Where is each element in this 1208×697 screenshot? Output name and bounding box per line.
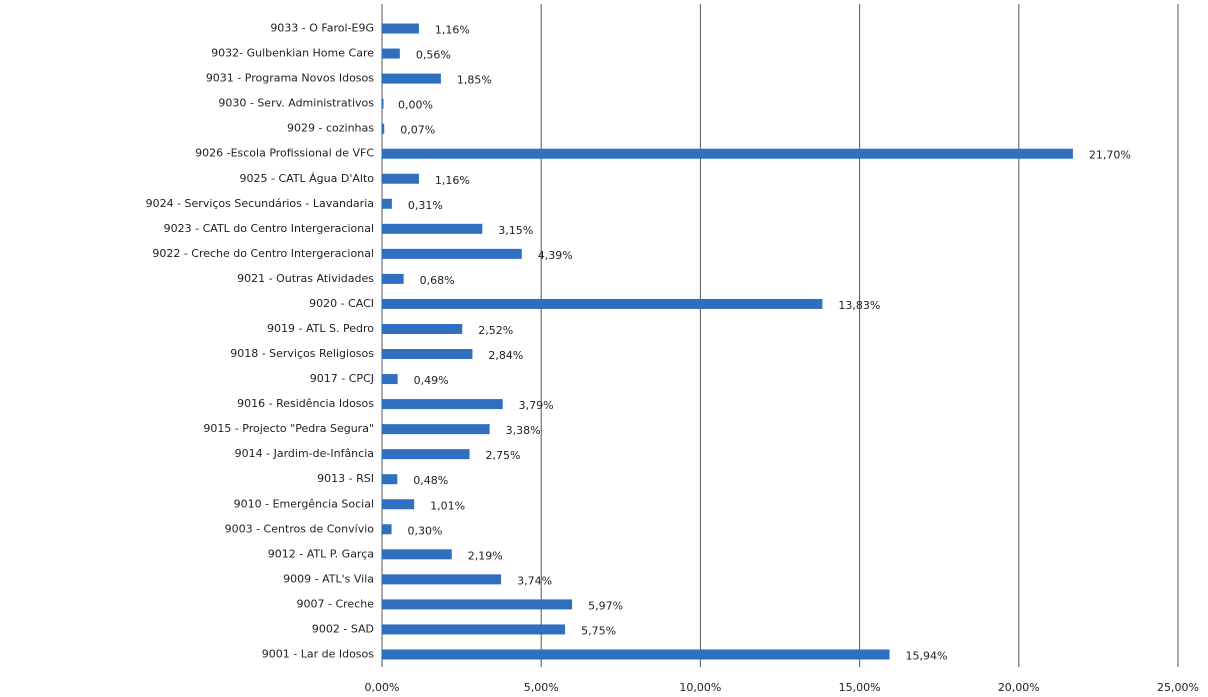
bar — [382, 73, 441, 84]
bar — [382, 223, 483, 234]
data-label: 5,75% — [581, 624, 616, 637]
bar — [382, 248, 522, 259]
data-label: 15,94% — [906, 649, 948, 662]
data-label: 3,74% — [517, 574, 552, 587]
data-label: 1,16% — [435, 174, 470, 187]
data-label: 5,97% — [588, 599, 623, 612]
bar — [382, 123, 385, 134]
data-label: 1,16% — [435, 24, 470, 37]
y-tick-label: 9013 - RSI — [317, 472, 374, 485]
y-tick-label: 9020 - CACI — [309, 297, 374, 310]
y-tick-label: 9019 - ATL S. Pedro — [267, 322, 374, 335]
bar — [382, 273, 404, 284]
bar — [382, 173, 419, 184]
y-tick-label: 9026 -Escola Profissional de VFC — [195, 147, 374, 160]
bar — [382, 474, 398, 485]
data-label: 3,38% — [506, 424, 541, 437]
bar — [382, 574, 502, 585]
data-label: 2,75% — [486, 449, 521, 462]
y-tick-label: 9030 - Serv. Administrativos — [218, 97, 374, 110]
data-label: 2,19% — [468, 549, 503, 562]
x-tick-label: 15,00% — [839, 681, 881, 694]
data-label: 1,01% — [430, 499, 465, 512]
data-label: 3,15% — [498, 224, 533, 237]
y-tick-label: 9022 - Creche do Centro Intergeracional — [152, 247, 374, 260]
data-label: 0,68% — [420, 274, 455, 287]
x-tick-label: 0,00% — [365, 681, 400, 694]
y-tick-label: 9015 - Projecto "Pedra Segura" — [203, 422, 374, 435]
data-label: 0,56% — [416, 49, 451, 62]
data-label: 2,84% — [488, 349, 523, 362]
y-tick-label: 9014 - Jardim-de-Infância — [235, 447, 374, 460]
x-tick-label: 5,00% — [524, 681, 559, 694]
y-tick-label: 9023 - CATL do Centro Intergeracional — [164, 222, 374, 235]
data-label: 21,70% — [1089, 149, 1131, 162]
x-tick-label: 20,00% — [998, 681, 1040, 694]
y-tick-label: 9009 - ATL's Vila — [283, 572, 374, 585]
bar — [382, 148, 1073, 159]
y-tick-label: 9003 - Centros de Convívio — [225, 522, 375, 535]
bar — [382, 624, 566, 635]
data-label: 1,85% — [457, 74, 492, 87]
bar — [382, 599, 573, 610]
y-tick-label: 9001 - Lar de Idosos — [262, 647, 375, 660]
data-label: 0,00% — [398, 99, 433, 112]
y-tick-label: 9016 - Residência Idosos — [237, 397, 374, 410]
bar — [382, 323, 463, 334]
data-label: 13,83% — [838, 299, 880, 312]
bar — [382, 499, 415, 510]
bar — [382, 374, 398, 385]
y-tick-label: 9032- Gulbenkian Home Care — [211, 47, 374, 60]
bar — [382, 424, 490, 435]
data-label: 4,39% — [538, 249, 573, 262]
bar — [382, 98, 384, 109]
bar — [382, 649, 890, 660]
y-tick-label: 9017 - CPCJ — [310, 372, 374, 385]
bar — [382, 524, 392, 535]
y-tick-label: 9024 - Serviços Secundários - Lavandaria — [146, 197, 374, 210]
bar — [382, 549, 452, 560]
y-tick-label: 9033 - O Farol-E9G — [270, 22, 374, 35]
y-tick-label: 9029 - cozinhas — [287, 122, 374, 135]
y-tick-label: 9031 - Programa Novos Idosos — [206, 72, 374, 85]
bar — [382, 298, 823, 309]
data-label: 0,48% — [413, 474, 448, 487]
data-label: 0,49% — [414, 374, 449, 387]
bar — [382, 399, 503, 410]
y-tick-label: 9018 - Serviços Religiosos — [230, 347, 374, 360]
y-tick-label: 9007 - Creche — [297, 597, 375, 610]
data-label: 0,30% — [408, 524, 443, 537]
bar — [382, 23, 419, 34]
data-label: 0,31% — [408, 199, 443, 212]
data-label: 3,79% — [519, 399, 554, 412]
x-tick-label: 25,00% — [1157, 681, 1199, 694]
y-tick-label: 9021 - Outras Atividades — [237, 272, 374, 285]
y-tick-label: 9010 - Emergência Social — [234, 497, 374, 510]
bar — [382, 198, 392, 209]
data-label: 0,07% — [400, 124, 435, 137]
bar — [382, 349, 473, 360]
y-tick-label: 9012 - ATL P. Garça — [268, 547, 374, 560]
x-tick-label: 10,00% — [679, 681, 721, 694]
data-label: 2,52% — [478, 324, 513, 337]
y-tick-label: 9002 - SAD — [312, 622, 374, 635]
bar — [382, 48, 400, 59]
y-tick-label: 9025 - CATL Água D'Alto — [240, 172, 375, 185]
bar — [382, 449, 470, 460]
